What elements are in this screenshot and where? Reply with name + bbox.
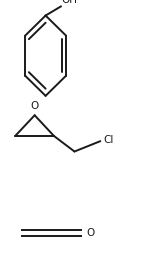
Text: O: O [31,101,39,111]
Text: O: O [87,228,95,238]
Text: OH: OH [62,0,78,5]
Text: Cl: Cl [103,135,114,145]
